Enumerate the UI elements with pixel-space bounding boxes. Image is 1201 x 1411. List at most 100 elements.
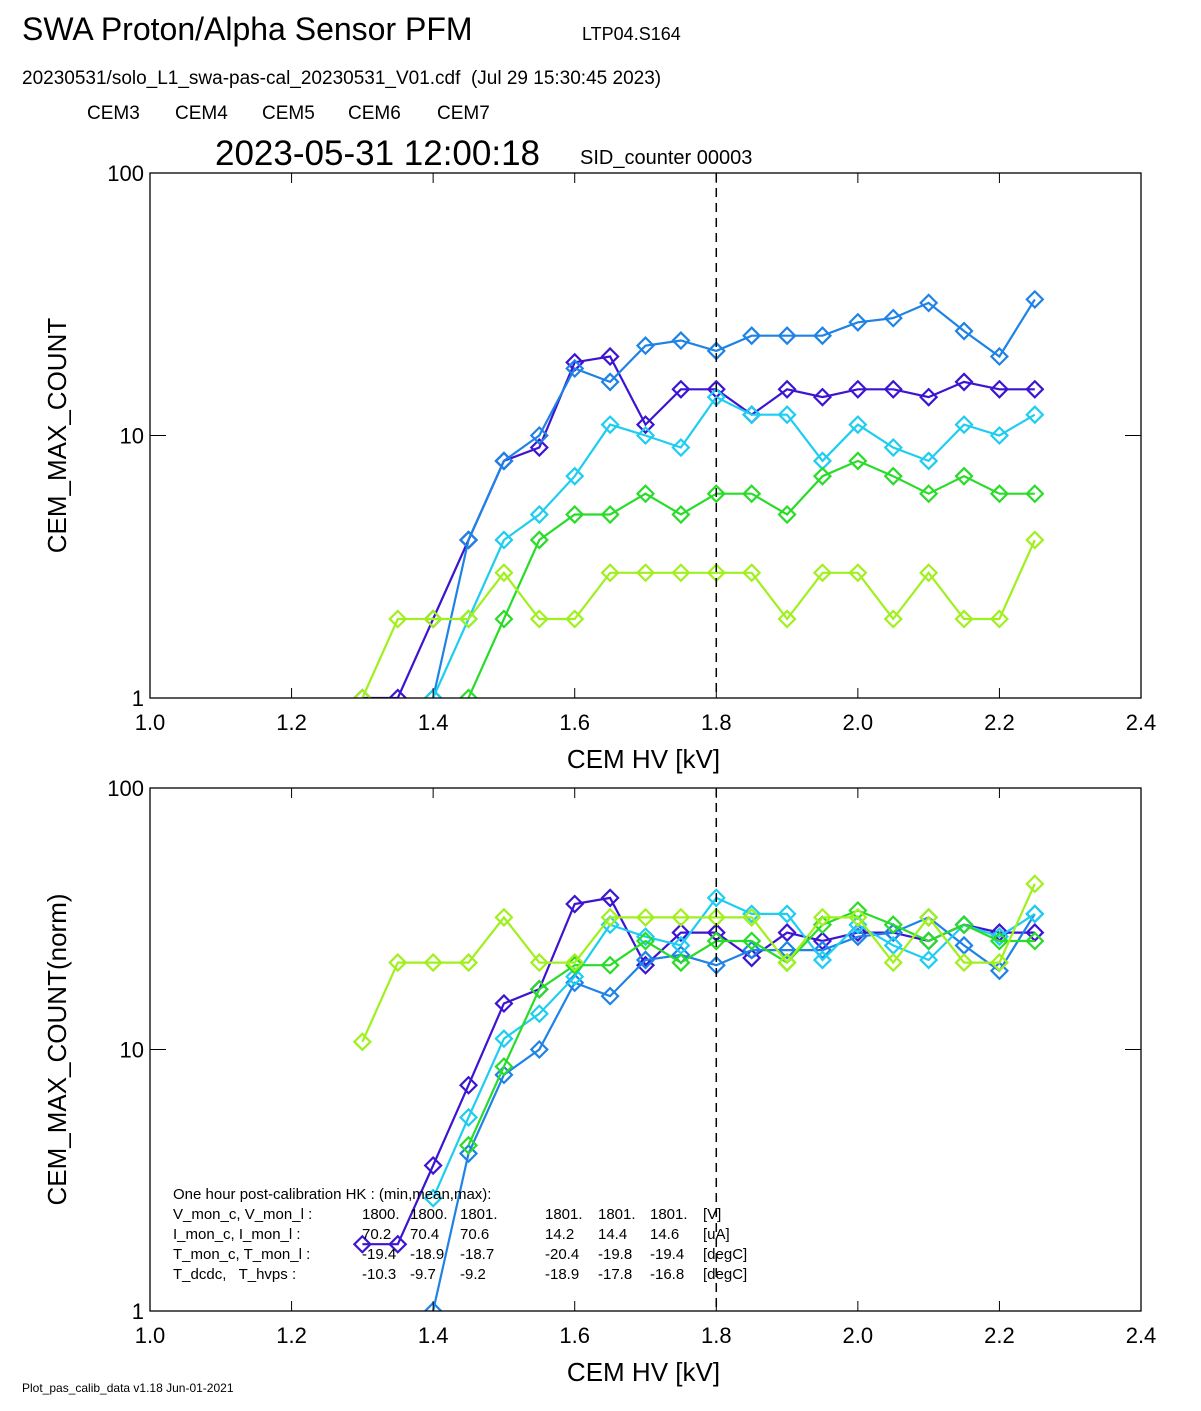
data-point: [458, 953, 479, 973]
hk-cell: 14.4: [598, 1226, 627, 1243]
data-point: [494, 530, 514, 550]
data-point: [529, 504, 549, 525]
test-id: LTP04.S164: [582, 24, 681, 44]
series-line: [432, 896, 1036, 1199]
data-point: [352, 1234, 372, 1254]
hk-cell: V_mon_c, V_mon_l :: [173, 1206, 312, 1223]
hk-cell: 1801.: [460, 1206, 498, 1223]
data-point: [423, 609, 443, 629]
data-point: [954, 415, 974, 435]
x-tick-label: 1.8: [701, 710, 732, 735]
y-tick-label: 1: [132, 686, 144, 711]
hk-cell: -16.8: [650, 1266, 684, 1283]
x-axis-title: CEM HV [kV]: [567, 744, 720, 774]
hk-cell: -18.9: [545, 1266, 579, 1283]
data-point: [919, 563, 939, 583]
timestamp: 2023-05-31 12:00:18: [215, 134, 540, 173]
data-point: [494, 1057, 514, 1077]
data-point: [812, 907, 833, 927]
data-point: [671, 563, 691, 583]
data-point: [529, 979, 549, 999]
data-point: [848, 915, 868, 935]
data-point: [706, 484, 726, 504]
data-point: [812, 950, 833, 970]
data-point: [529, 1004, 549, 1024]
y-tick-label: 100: [107, 161, 144, 186]
data-point: [954, 915, 974, 935]
data-point: [742, 904, 762, 924]
data-point: [388, 953, 408, 973]
data-point: [600, 372, 620, 392]
data-point: [1025, 874, 1045, 894]
x-tick-label: 1.8: [701, 1323, 732, 1348]
data-point: [458, 1135, 479, 1155]
data-point: [777, 405, 797, 425]
data-point: [989, 484, 1009, 504]
legend-entry: CEM5: [262, 103, 315, 124]
data-point: [883, 923, 903, 943]
data-point: [458, 530, 479, 550]
data-point: [671, 379, 691, 399]
series-line: [432, 298, 1036, 698]
y-axis-title: CEM_MAX_COUNT(norm): [42, 893, 72, 1205]
hk-cell: 70.6: [460, 1226, 489, 1243]
data-point: [742, 940, 762, 960]
x-axis-title: CEM HV [kV]: [567, 1357, 720, 1387]
data-point: [565, 894, 585, 914]
hk-cell: -9.2: [460, 1266, 486, 1283]
series-line: [361, 883, 1036, 1043]
data-point: [529, 425, 549, 446]
data-point: [494, 907, 514, 927]
data-point: [565, 358, 585, 379]
data-point: [954, 466, 974, 486]
plot-frame: [149, 787, 1142, 1312]
data-point: [600, 888, 620, 908]
data-point: [812, 326, 833, 346]
data-point: [565, 466, 585, 486]
data-point: [671, 953, 691, 973]
data-point: [635, 927, 656, 947]
hk-cell: [uA]: [703, 1226, 730, 1243]
data-point: [671, 907, 691, 927]
hk-cell: 1800.: [410, 1206, 448, 1223]
data-point: [883, 308, 903, 328]
hk-cell: -19.4: [362, 1246, 396, 1263]
data-point: [423, 1188, 443, 1208]
data-point: [635, 415, 656, 435]
data-point: [635, 484, 656, 504]
plot-area: [352, 874, 1045, 1311]
hk-cell: -17.8: [598, 1266, 632, 1283]
data-point: [742, 326, 762, 346]
data-point: [954, 953, 974, 973]
plot-area: [352, 289, 1045, 698]
data-point: [777, 609, 797, 629]
x-tick-label: 2.4: [1126, 710, 1157, 735]
data-point: [635, 907, 656, 927]
data-point: [777, 953, 797, 973]
hk-cell: 14.6: [650, 1226, 679, 1243]
data-point: [600, 504, 620, 525]
data-point: [494, 563, 514, 583]
data-point: [848, 563, 868, 583]
data-point: [883, 466, 903, 486]
x-tick-label: 1.2: [276, 710, 307, 735]
data-point: [635, 931, 656, 951]
data-point: [742, 931, 762, 951]
data-point: [1025, 923, 1045, 943]
data-point: [1025, 289, 1045, 309]
data-point: [742, 563, 762, 583]
data-point: [742, 948, 762, 968]
hk-cell: T_mon_c, T_mon_l :: [173, 1246, 310, 1263]
hk-cell: 1801.: [598, 1206, 636, 1223]
data-point: [989, 961, 1009, 981]
data-point: [1025, 484, 1045, 504]
data-point: [954, 609, 974, 629]
data-point: [883, 953, 903, 973]
hk-cell: 1800.: [362, 1206, 400, 1223]
data-point: [989, 379, 1009, 399]
hk-cell: 70.2: [362, 1226, 391, 1243]
hk-cell: 1801.: [545, 1206, 583, 1223]
hk-cell: 14.2: [545, 1226, 574, 1243]
